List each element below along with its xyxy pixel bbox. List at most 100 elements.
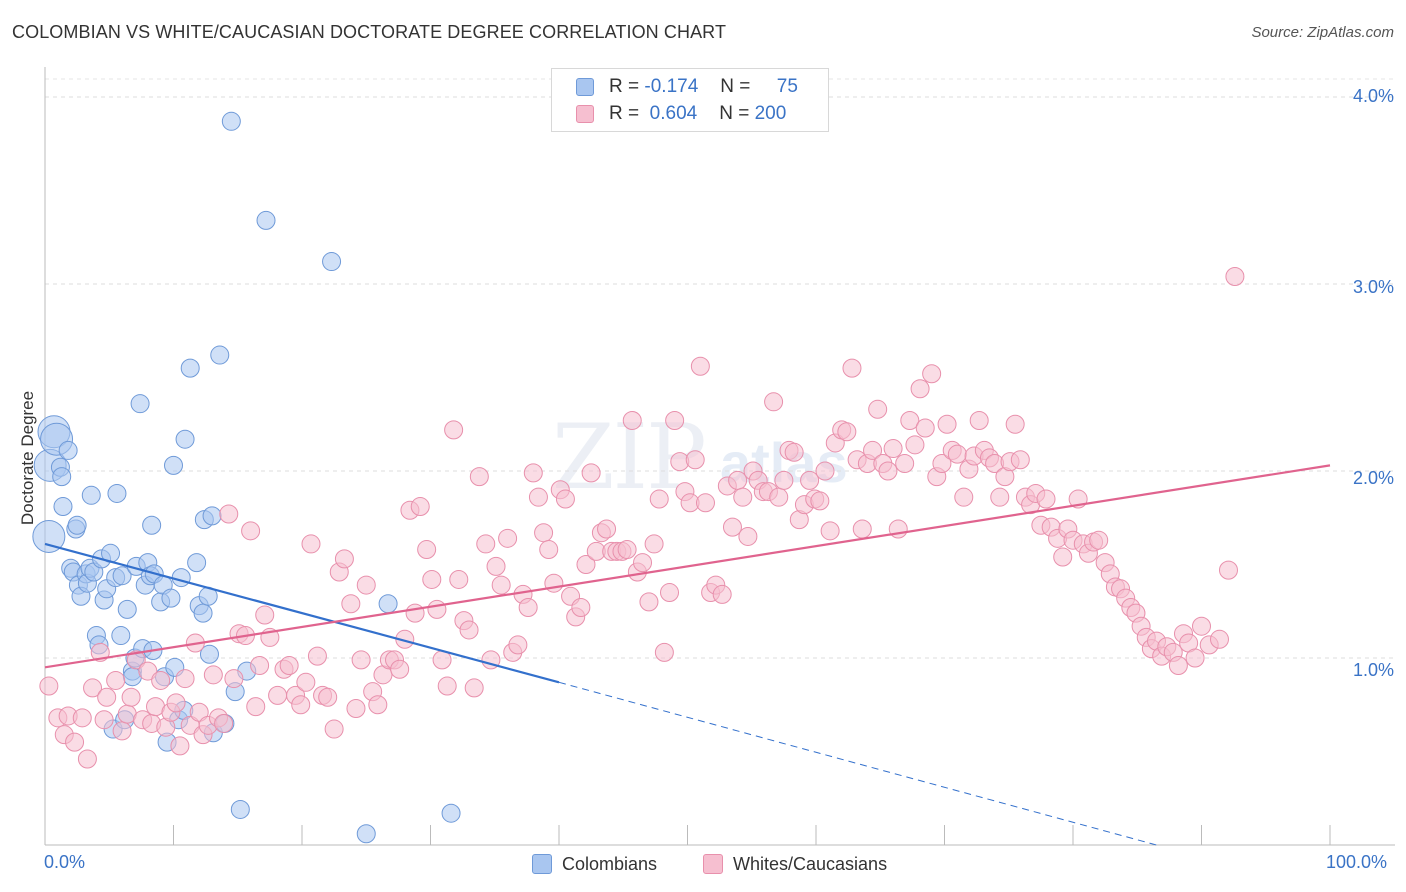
- white-point: [449, 569, 469, 589]
- white-point: [346, 698, 366, 718]
- white-point: [954, 487, 974, 507]
- colombian-point: [378, 594, 398, 614]
- white-point: [39, 676, 59, 696]
- colombian-point: [441, 803, 461, 823]
- whites-swatch: [576, 105, 594, 123]
- r-label: R =: [609, 76, 640, 97]
- stats-legend-row-whites: R = 0.604 N = 200: [576, 102, 786, 126]
- colombian-point: [356, 824, 376, 844]
- white-point: [97, 687, 117, 707]
- white-point: [1225, 267, 1245, 287]
- white-point: [932, 454, 952, 474]
- white-point: [486, 556, 506, 576]
- white-point: [690, 356, 710, 376]
- y-tick-label-2: 2.0%: [1352, 468, 1394, 488]
- colombian-point: [142, 515, 162, 535]
- white-point: [644, 534, 664, 554]
- colombian-point: [164, 455, 183, 475]
- white-point: [695, 493, 715, 513]
- white-point: [990, 487, 1010, 507]
- white-point: [617, 540, 637, 560]
- white-point: [922, 364, 942, 384]
- white-point: [581, 463, 601, 483]
- white-point: [151, 670, 171, 690]
- white-point: [712, 584, 732, 604]
- white-point: [815, 461, 835, 481]
- white-point: [138, 661, 158, 681]
- colombian-trend-extension: [558, 681, 1157, 846]
- white-point: [820, 521, 840, 541]
- colombian-point: [210, 345, 230, 365]
- colombian-point: [187, 553, 207, 573]
- white-point: [1192, 616, 1211, 636]
- colombian-point: [112, 566, 132, 586]
- white-point: [437, 676, 457, 696]
- white-point: [947, 444, 967, 464]
- white-point: [868, 399, 888, 419]
- colombian-point: [221, 111, 241, 131]
- colombian-point: [171, 568, 191, 588]
- x-tick-label-max: 100.0%: [1326, 852, 1388, 872]
- legend-item-colombians[interactable]: Colombians: [532, 851, 657, 877]
- white-point: [555, 489, 575, 509]
- white-point: [170, 736, 190, 756]
- white-point: [810, 491, 830, 511]
- white-point: [469, 467, 489, 487]
- white-point: [883, 439, 903, 459]
- colombians-swatch: [576, 78, 594, 96]
- white-point: [444, 420, 464, 440]
- colombian-point: [256, 210, 276, 230]
- white-point: [597, 519, 617, 539]
- white-point: [523, 463, 543, 483]
- white-point: [660, 583, 680, 603]
- white-point: [324, 719, 344, 739]
- white-point: [905, 435, 925, 455]
- white-point: [639, 592, 659, 612]
- white-point: [784, 442, 804, 462]
- r-value: 0.604: [649, 103, 698, 124]
- legend-label: Whites/Caucasians: [733, 853, 888, 874]
- colombian-point: [53, 497, 73, 517]
- white-point: [214, 713, 234, 733]
- white-point: [189, 702, 209, 722]
- white-point: [77, 749, 97, 769]
- white-point: [246, 697, 266, 717]
- white-point: [351, 650, 371, 670]
- white-point: [422, 569, 442, 589]
- white-point: [1053, 547, 1073, 567]
- stats-legend-row-colombians: R = -0.174 N = 75: [576, 75, 798, 99]
- white-point: [728, 470, 748, 490]
- white-point: [649, 489, 669, 509]
- white-point: [665, 411, 685, 431]
- white-point: [296, 672, 316, 692]
- white-point: [910, 379, 930, 399]
- y-tick-label-3: 3.0%: [1352, 277, 1394, 297]
- white-point: [427, 599, 447, 619]
- white-point: [633, 553, 653, 573]
- white-point: [241, 521, 261, 541]
- n-value: 200: [754, 103, 787, 124]
- white-point: [622, 411, 642, 431]
- white-point: [106, 670, 126, 690]
- colombian-point: [52, 467, 72, 487]
- n-value: 75: [776, 76, 798, 97]
- colombian-point: [230, 799, 250, 819]
- legend-item-whites[interactable]: Whites/Caucasians: [703, 851, 887, 877]
- white-point: [539, 540, 559, 560]
- white-point: [863, 440, 883, 460]
- white-point: [417, 540, 437, 560]
- white-point: [1185, 648, 1205, 668]
- white-point: [219, 504, 239, 524]
- colombian-point: [175, 429, 195, 449]
- white-point: [498, 528, 518, 548]
- white-point: [937, 414, 957, 434]
- white-point: [301, 534, 321, 554]
- white-point: [842, 358, 862, 378]
- colombian-point: [193, 603, 213, 623]
- colombian-point: [202, 506, 222, 526]
- colombian-point: [130, 394, 150, 414]
- r-value: -0.174: [644, 76, 699, 97]
- colombian-point: [67, 515, 87, 535]
- n-label: N =: [719, 103, 750, 124]
- white-point: [356, 575, 376, 595]
